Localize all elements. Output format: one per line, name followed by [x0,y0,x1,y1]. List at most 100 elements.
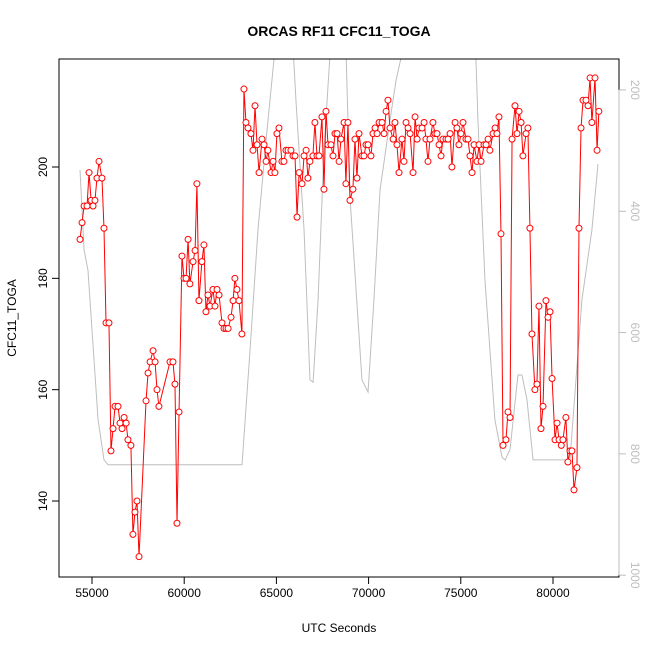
y-axis-label: CFC11_TOGA [5,279,19,357]
y-tick-label: 160 [36,379,50,399]
cfc11-point [562,414,570,422]
cfc11-point [318,113,326,121]
cfc11-point [588,118,596,126]
cfc11-point [382,107,390,115]
cfc11-point [499,441,507,449]
cfc11-point [446,130,454,138]
cfc11-point [298,180,306,188]
cfc11-point [400,157,408,165]
cfc11-point [564,458,572,466]
cfc11-point [409,169,417,177]
cfc11-point [384,96,392,104]
cfc11-point [539,402,547,410]
cfc11-line [79,77,600,557]
cfc11-point [448,163,456,171]
cfc11-point [240,85,248,93]
cfc11-point [327,141,335,149]
cfc11-point [195,297,203,305]
cfc11-point [528,330,536,338]
cfc11-point [271,169,279,177]
cfc11-point [360,152,368,160]
chart-title: ORCAS RF11 CFC11_TOGA [247,23,430,39]
cfc11-point [595,107,603,115]
cfc11-point [424,157,432,165]
cfc11-point [389,135,397,143]
cfc11-point [435,141,443,149]
y-tick-label: 200 [36,157,50,177]
cfc11-point [542,297,550,305]
x-tick-label: 80000 [536,586,570,600]
cfc11-point [493,130,501,138]
cfc11-point [526,224,534,232]
x-tick-label: 55000 [75,586,109,600]
cfc11-point [406,130,414,138]
cfc11-point [411,113,419,121]
cfc11-point [198,258,206,266]
cfc11-point [149,347,157,355]
cfc11-point [215,291,223,299]
cfc11-point [426,135,434,143]
cfc11-point [546,308,554,316]
y2-tick-label: 800 [628,444,642,464]
x-tick-label: 60000 [168,586,202,600]
cfc11-point [342,180,350,188]
cfc11-point [486,146,494,154]
cfc11-point [420,118,428,126]
cfc11-point [459,118,467,126]
cfc11-point [553,419,561,427]
cfc11-point [118,425,126,433]
cfc11-point [131,508,139,516]
cfc11-point [515,107,523,115]
cfc11-point [122,419,130,427]
cfc11-point [247,130,255,138]
cfc11-point [537,425,545,433]
cfc11-point [349,185,357,193]
cfc11-point [186,280,194,288]
cfc11-point [353,174,361,182]
cfc11-point [293,213,301,221]
cfc11-point [591,74,599,82]
cfc11-point [346,196,354,204]
cfc11-point [95,157,103,165]
cfc11-point [238,330,246,338]
cfc11-point [304,174,312,182]
cfc11-point [85,169,93,177]
cfc11-point [151,358,159,366]
cfc11-point [524,124,532,132]
cfc11-point [393,141,401,149]
cfc11-point [464,135,472,143]
cfc11-point [171,380,179,388]
cfc11-point [593,146,601,154]
cfc11-point [224,324,232,332]
cfc11-point [519,152,527,160]
cfc11-point [506,414,514,422]
cfc11-point [395,169,403,177]
cfc11-point [98,174,106,182]
cfc11-point [189,258,197,266]
cfc11-point [100,224,108,232]
cfc11-point [584,102,592,110]
cfc11-point [453,124,461,132]
cfc11-point [275,124,283,132]
cfc11-point [513,130,521,138]
cfc11-point [311,118,319,126]
cfc11-point [142,397,150,405]
cfc11-point [249,146,257,154]
cfc11-point [193,180,201,188]
cfc11-point [380,130,388,138]
y2-axis: 200 400 600 800 1000 [618,80,642,589]
x-tick-label: 70000 [352,586,386,600]
cfc11-point [535,302,543,310]
x-axis: 55000 60000 65000 70000 75000 80000 [75,576,570,600]
cfc11-point [178,252,186,260]
cfc11-point [184,235,192,243]
cfc11-point [457,130,465,138]
cfc11-point [251,102,259,110]
cfc11-point [211,302,219,310]
cfc11-point [573,464,581,472]
cfc11-point [133,497,141,505]
cfc11-point [559,436,567,444]
cfc11-point [291,152,299,160]
cfc11-point [511,102,519,110]
cfc11-point [105,319,113,327]
